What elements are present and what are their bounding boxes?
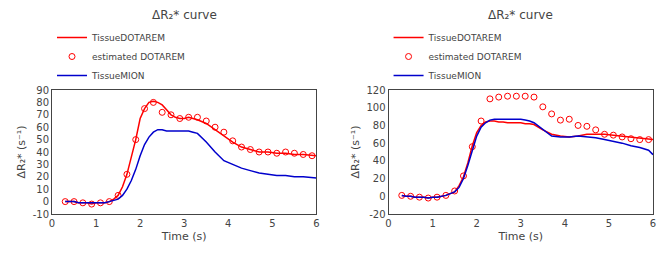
svg-text:60: 60 (36, 122, 49, 133)
svg-text:ΔR₂* (s⁻¹): ΔR₂* (s⁻¹) (349, 125, 362, 178)
svg-text:6: 6 (313, 218, 319, 229)
svg-text:5: 5 (606, 218, 612, 229)
svg-text:0: 0 (379, 191, 385, 202)
svg-text:4: 4 (562, 218, 568, 229)
svg-text:5: 5 (269, 218, 275, 229)
svg-text:90: 90 (36, 85, 49, 96)
svg-text:0: 0 (385, 218, 391, 229)
svg-text:10: 10 (36, 184, 49, 195)
svg-text:-20: -20 (369, 209, 385, 220)
svg-text:TissueDOTAREM: TissueDOTAREM (91, 33, 165, 43)
svg-text:estimated DOTAREM: estimated DOTAREM (92, 52, 185, 62)
svg-text:0: 0 (43, 196, 49, 207)
svg-text:50: 50 (36, 134, 49, 145)
svg-text:20: 20 (36, 171, 49, 182)
svg-text:1: 1 (93, 218, 99, 229)
svg-text:40: 40 (36, 147, 49, 158)
svg-text:ΔR₂* curve: ΔR₂* curve (152, 8, 217, 22)
svg-text:TissueMION: TissueMION (91, 71, 145, 81)
svg-text:Time (s): Time (s) (497, 230, 543, 243)
svg-text:ΔR₂* curve: ΔR₂* curve (488, 8, 553, 22)
svg-text:20: 20 (373, 173, 386, 184)
svg-text:40: 40 (373, 155, 386, 166)
svg-text:80: 80 (373, 120, 386, 131)
svg-text:120: 120 (366, 85, 385, 96)
svg-text:ΔR₂* (s⁻¹): ΔR₂* (s⁻¹) (15, 125, 28, 178)
svg-text:0: 0 (49, 218, 55, 229)
svg-text:Time (s): Time (s) (161, 230, 207, 243)
svg-text:3: 3 (181, 218, 187, 229)
svg-text:30: 30 (36, 159, 49, 170)
svg-text:6: 6 (650, 218, 656, 229)
svg-text:4: 4 (225, 218, 231, 229)
svg-text:70: 70 (36, 109, 49, 120)
svg-text:TissueDOTAREM: TissueDOTAREM (428, 33, 502, 43)
svg-text:60: 60 (373, 138, 386, 149)
svg-text:3: 3 (518, 218, 524, 229)
svg-text:1: 1 (429, 218, 435, 229)
svg-text:estimated DOTAREM: estimated DOTAREM (429, 52, 522, 62)
svg-text:2: 2 (474, 218, 480, 229)
svg-text:-10: -10 (33, 209, 49, 220)
svg-text:2: 2 (137, 218, 143, 229)
svg-text:100: 100 (366, 102, 385, 113)
svg-text:TissueMION: TissueMION (428, 71, 482, 81)
svg-text:80: 80 (36, 97, 49, 108)
